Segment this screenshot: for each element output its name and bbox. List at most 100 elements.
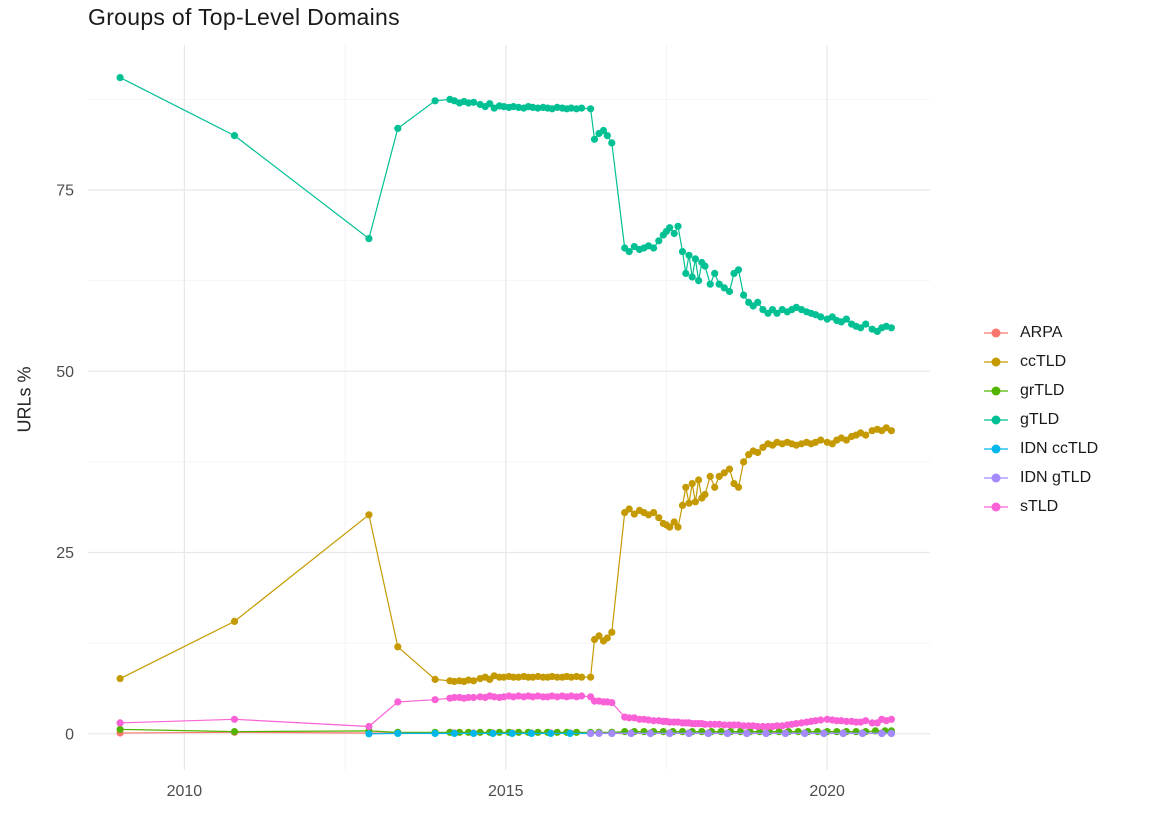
- legend-item-gtld: gTLD: [982, 405, 1098, 434]
- data-point: [839, 729, 847, 738]
- data-point: [230, 728, 239, 736]
- series-gtld: [116, 74, 896, 335]
- data-point: [625, 505, 633, 513]
- data-point: [608, 729, 616, 738]
- data-point: [599, 126, 608, 135]
- data-point: [578, 692, 586, 700]
- data-point: [842, 436, 851, 444]
- legend-item-grtld: grTLD: [982, 376, 1098, 405]
- data-point: [587, 105, 595, 113]
- data-point: [590, 135, 599, 143]
- data-point: [706, 280, 714, 288]
- data-point: [666, 729, 674, 738]
- data-point: [715, 280, 723, 288]
- legend-item-cctld: ccTLD: [982, 347, 1098, 376]
- data-point: [431, 696, 439, 704]
- data-point: [674, 222, 682, 230]
- data-point: [740, 458, 748, 466]
- data-point: [878, 729, 886, 738]
- y-tick-label: 0: [65, 726, 74, 743]
- data-point: [711, 269, 719, 277]
- legend-label: IDN ccTLD: [1020, 439, 1099, 457]
- data-point: [678, 501, 687, 509]
- data-point: [688, 480, 696, 488]
- legend-key-icon: [984, 415, 1008, 424]
- data-point: [820, 729, 828, 738]
- y-tick-label: 50: [56, 364, 74, 381]
- data-point: [470, 693, 478, 702]
- data-point: [394, 729, 402, 738]
- data-point: [717, 728, 725, 736]
- data-point: [852, 728, 860, 736]
- data-point: [655, 514, 663, 522]
- data-point: [116, 675, 124, 683]
- data-point: [871, 727, 880, 735]
- data-point: [723, 729, 732, 738]
- data-point: [754, 448, 762, 457]
- data-point: [695, 476, 703, 484]
- data-point: [431, 675, 439, 684]
- data-point: [489, 729, 497, 738]
- data-point: [603, 132, 611, 140]
- legend-key-icon: [984, 444, 1008, 453]
- data-point: [659, 728, 667, 736]
- data-point: [887, 715, 896, 723]
- data-point: [670, 518, 678, 526]
- y-tick-label: 75: [56, 183, 74, 200]
- data-point: [595, 729, 603, 738]
- data-point: [666, 523, 674, 531]
- legend-label: grTLD: [1020, 381, 1065, 399]
- y-axis-title: URLs %: [14, 366, 35, 433]
- data-point: [833, 728, 841, 736]
- data-point: [603, 634, 611, 642]
- data-point: [394, 698, 402, 706]
- data-point: [685, 499, 693, 507]
- data-point: [715, 472, 723, 480]
- legend-item-stld: sTLD: [982, 492, 1098, 521]
- data-point: [515, 728, 523, 736]
- data-point: [813, 728, 822, 736]
- data-point: [625, 248, 633, 256]
- legend-label: sTLD: [1020, 497, 1059, 515]
- series-cctld: [116, 424, 896, 686]
- data-point: [773, 309, 781, 317]
- x-tick-label: 2010: [167, 783, 203, 800]
- data-point: [720, 469, 728, 477]
- data-point: [743, 729, 751, 738]
- legend-key-icon: [984, 473, 1008, 482]
- data-point: [470, 677, 478, 685]
- data-point: [695, 277, 703, 285]
- data-point: [509, 673, 518, 681]
- data-point: [627, 729, 635, 738]
- data-point: [754, 298, 762, 306]
- data-point: [595, 632, 603, 640]
- legend-label: ARPA: [1020, 323, 1063, 341]
- data-point: [720, 284, 728, 292]
- data-point: [527, 729, 536, 738]
- legend-label: IDN gTLD: [1020, 468, 1092, 486]
- chart-title: Groups of Top-Level Domains: [88, 4, 400, 30]
- data-point: [685, 251, 693, 259]
- data-point: [701, 720, 709, 728]
- data-point: [655, 237, 663, 245]
- data-point: [116, 74, 124, 82]
- data-point: [701, 262, 709, 270]
- data-point: [650, 508, 658, 517]
- data-point: [431, 97, 439, 105]
- data-point: [608, 139, 616, 147]
- legend-item-arpa: ARPA: [982, 318, 1098, 347]
- data-point: [762, 729, 770, 738]
- data-point: [608, 699, 616, 707]
- legend-item-idn-gtld: IDN gTLD: [982, 463, 1098, 492]
- data-point: [431, 729, 439, 738]
- data-point: [230, 132, 239, 140]
- data-point: [887, 729, 896, 738]
- data-point: [801, 729, 809, 738]
- data-point: [754, 722, 762, 731]
- legend-item-idn-cctld: IDN ccTLD: [982, 434, 1098, 463]
- data-point: [464, 693, 473, 702]
- data-point: [547, 729, 555, 738]
- data-point: [640, 728, 648, 736]
- data-point: [720, 721, 728, 729]
